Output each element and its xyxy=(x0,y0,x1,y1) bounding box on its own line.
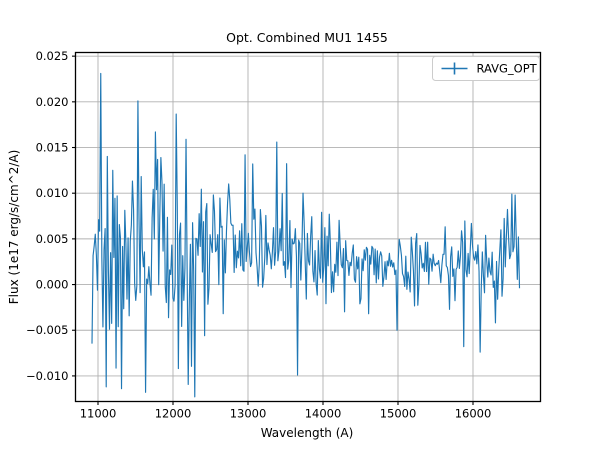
page-title: Opt. Combined MU1 1455 xyxy=(226,30,388,45)
y-tick-label: 0.020 xyxy=(36,95,69,109)
y-tick-label: 0.015 xyxy=(36,141,69,155)
y-axis-label: Flux (1e17 erg/s/cm^2/A) xyxy=(7,150,21,305)
axes-frame xyxy=(74,51,542,403)
data-series-line xyxy=(91,72,521,398)
x-tick-label: 16000 xyxy=(455,407,492,421)
x-tick-label: 12000 xyxy=(155,407,192,421)
legend-entry-label[interactable]: RAVG_OPT xyxy=(477,62,538,76)
y-tick-label: −0.005 xyxy=(26,323,69,337)
y-tick-label: −0.010 xyxy=(26,369,69,383)
x-tick-label: 14000 xyxy=(305,407,342,421)
y-tick-label: 0.025 xyxy=(36,49,69,63)
x-tick-label: 11000 xyxy=(80,407,117,421)
legend-box xyxy=(432,56,540,81)
x-tick-label: 13000 xyxy=(230,407,267,421)
legend[interactable]: RAVG_OPT xyxy=(432,56,540,81)
y-tick-label: 0.005 xyxy=(36,232,69,246)
x-axis-label: Wavelength (A) xyxy=(261,426,354,440)
y-tick-label: 0.000 xyxy=(36,278,69,292)
x-tick-label: 15000 xyxy=(380,407,417,421)
y-tick-label: 0.010 xyxy=(36,186,69,200)
axis-ticks: 11000 12000 13000 14000 15000 16000 −0.010 −0.0… xyxy=(26,49,491,420)
data-series-group xyxy=(91,72,521,398)
